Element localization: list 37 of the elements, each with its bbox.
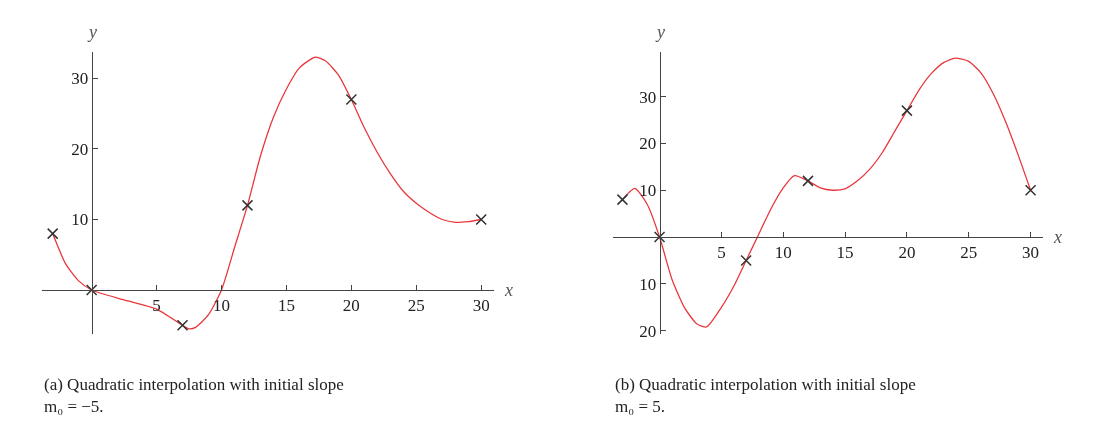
point [241, 199, 254, 212]
y-axis-title: y [655, 22, 665, 42]
point [46, 227, 59, 240]
x-tick-label: 20 [898, 243, 916, 263]
point [1024, 184, 1037, 196]
point [616, 193, 629, 206]
y-tick-label: 30 [639, 87, 657, 107]
point [653, 231, 666, 243]
text: (a) Quadratic interpolation with initial slope m₀ = −5. [44, 375, 344, 417]
point [345, 93, 358, 106]
x-axis-title: x [504, 280, 513, 300]
y-axis-title: y [87, 22, 97, 42]
point [802, 175, 814, 187]
point [176, 319, 189, 332]
x-tick-label: 10 [774, 243, 792, 263]
point [85, 284, 98, 296]
y-tick-label: 10 [639, 181, 657, 201]
y-tick-label: 20 [71, 139, 89, 159]
text: (b) Quadratic interpolation with initial slope m₀ = 5. [615, 375, 916, 417]
x-tick-label: 25 [407, 296, 425, 316]
x-tick-label: 15 [277, 296, 295, 316]
x-tick-label: 10 [212, 296, 230, 316]
point [740, 254, 752, 267]
x-tick-label: 5 [717, 243, 726, 263]
x-tick-label: 30 [1022, 243, 1040, 263]
x-tick-label: 20 [342, 296, 360, 316]
y-tick-label: 10 [639, 274, 657, 294]
x-tick-label: 15 [836, 243, 854, 263]
x-tick-label: 25 [960, 243, 978, 263]
x-tick-label: 30 [472, 296, 490, 316]
point [475, 213, 487, 226]
x-axis-title: x [1053, 227, 1062, 247]
point [901, 104, 913, 117]
y-tick-label: 20 [639, 321, 657, 341]
y-tick-label: 20 [639, 134, 657, 154]
y-tick-label: 10 [71, 210, 89, 230]
y-tick-label: 30 [71, 69, 89, 89]
